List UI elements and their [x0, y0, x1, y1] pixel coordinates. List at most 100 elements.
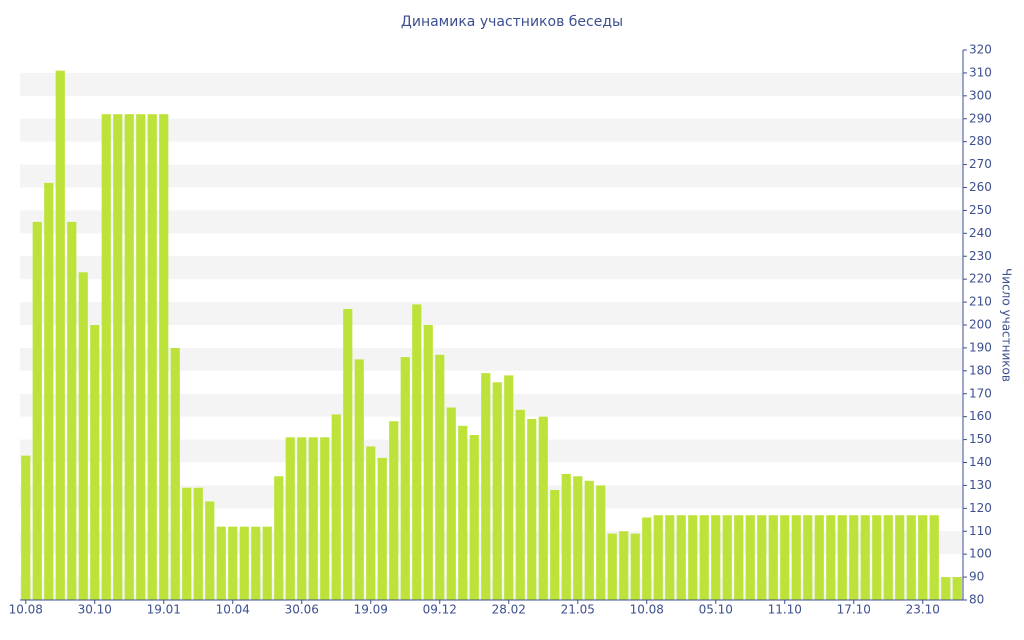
bar [492, 382, 502, 600]
bar [389, 421, 399, 600]
y-tick-label: 250 [969, 203, 992, 217]
bar [377, 457, 387, 600]
y-tick-label: 280 [969, 134, 992, 148]
x-tick-label: 10.08 [9, 603, 43, 617]
bar [607, 533, 617, 600]
y-tick-label: 220 [969, 272, 992, 286]
bar [711, 515, 721, 600]
y-tick-label: 270 [969, 157, 992, 171]
bar [630, 533, 640, 600]
bar [101, 114, 111, 601]
y-tick-label: 230 [969, 249, 992, 263]
bar [481, 373, 491, 600]
bar [435, 354, 445, 600]
grid-band [20, 210, 963, 234]
bar [239, 526, 249, 600]
y-tick-label: 120 [969, 501, 992, 515]
y-tick-label: 80 [969, 593, 984, 607]
bar [343, 308, 353, 600]
bar [228, 526, 238, 600]
bar [285, 437, 295, 600]
bar [354, 359, 364, 600]
x-tick-label: 30.06 [285, 603, 319, 617]
bar [550, 490, 560, 600]
bar [159, 114, 169, 601]
bar [941, 577, 951, 600]
x-tick-label: 10.04 [216, 603, 250, 617]
bar [860, 515, 870, 600]
y-tick-label: 110 [969, 524, 992, 538]
y-tick-label: 240 [969, 226, 992, 240]
bar [538, 416, 548, 600]
bar [400, 357, 410, 600]
bar [734, 515, 744, 600]
grid-band [20, 256, 963, 280]
bar [803, 515, 813, 600]
y-tick-label: 300 [969, 88, 992, 102]
x-tick-label: 23.10 [906, 603, 940, 617]
bar [895, 515, 905, 600]
bar [872, 515, 882, 600]
bar [642, 517, 652, 600]
grid-band [20, 485, 963, 509]
y-tick-label: 170 [969, 386, 992, 400]
bar [78, 272, 88, 600]
bar [929, 515, 939, 600]
bar [906, 515, 916, 600]
x-tick-label: 11.10 [768, 603, 802, 617]
bar [446, 407, 456, 600]
y-tick-label: 150 [969, 432, 992, 446]
bar [757, 515, 767, 600]
bar [837, 515, 847, 600]
grid-band [20, 393, 963, 417]
bar [113, 114, 123, 601]
bar [688, 515, 698, 600]
bar [136, 114, 146, 601]
bar [791, 515, 801, 600]
x-tick-label: 28.02 [492, 603, 526, 617]
bar [274, 476, 284, 600]
bar [676, 515, 686, 600]
bar [573, 476, 583, 600]
bar [849, 515, 859, 600]
bar [699, 515, 709, 600]
bar [32, 221, 42, 600]
bar [366, 446, 376, 600]
grid-band [20, 302, 963, 325]
grid-band [20, 347, 963, 371]
bar [251, 526, 261, 600]
y-tick-label: 200 [969, 318, 992, 332]
bar [67, 221, 77, 600]
bar [170, 347, 180, 600]
bar [722, 515, 732, 600]
y-tick-label: 290 [969, 111, 992, 125]
bar [527, 418, 537, 600]
bar [515, 409, 525, 600]
bar [147, 114, 157, 601]
x-tick-label: 19.09 [354, 603, 388, 617]
x-tick-label: 30.10 [78, 603, 112, 617]
bar [216, 526, 226, 600]
y-tick-label: 100 [969, 547, 992, 561]
grid-band [20, 439, 963, 463]
bar [665, 515, 675, 600]
bar [596, 485, 606, 600]
bar [262, 526, 272, 600]
bar [412, 304, 422, 600]
y-tick-label: 180 [969, 363, 992, 377]
y-axis-label: Число участников [1000, 268, 1014, 382]
bar [423, 325, 433, 600]
y-tick-label: 310 [969, 65, 992, 79]
bar [780, 515, 790, 600]
bar [883, 515, 893, 600]
chart-title: Динамика участников беседы [401, 14, 623, 30]
grid-band [20, 72, 963, 96]
y-tick-label: 160 [969, 409, 992, 423]
x-tick-label: 09.12 [423, 603, 457, 617]
y-tick-label: 140 [969, 455, 992, 469]
y-tick-label: 130 [969, 478, 992, 492]
bar [561, 473, 571, 600]
bar [584, 480, 594, 600]
y-tick-label: 210 [969, 295, 992, 309]
bar [653, 515, 663, 600]
